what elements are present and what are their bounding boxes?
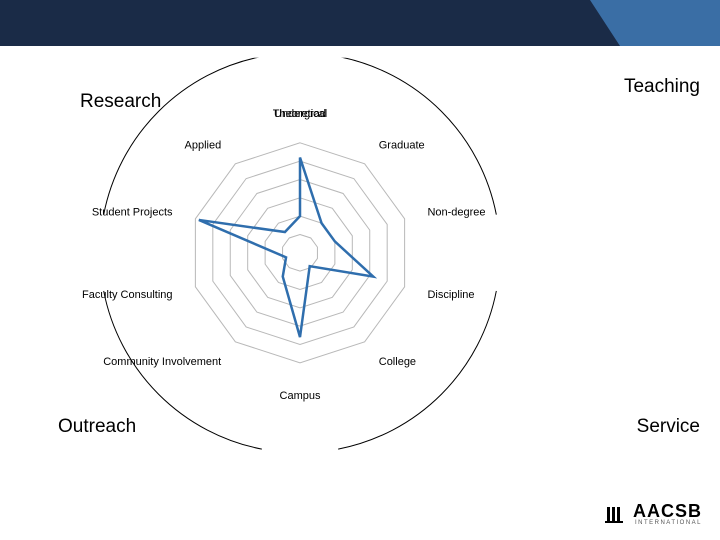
- header-bar: [0, 0, 720, 46]
- axis-label: Applied: [185, 139, 222, 151]
- header-accent: [620, 0, 720, 46]
- logo-text-block: AACSB INTERNATIONAL: [633, 501, 702, 526]
- logo-text: AACSB: [633, 501, 702, 522]
- logo-subtext: INTERNATIONAL: [633, 520, 702, 526]
- axis-label: College: [379, 356, 416, 368]
- axis-label: Campus: [280, 390, 321, 402]
- aacsb-logo: AACSB INTERNATIONAL: [605, 501, 702, 526]
- chart-stage: Research Teaching Outreach Service Under…: [0, 46, 720, 540]
- axis-label: Faculty Consulting: [82, 289, 173, 301]
- logo-icon: [605, 503, 627, 525]
- outer-arc: [104, 291, 262, 449]
- axis-label: Graduate: [379, 139, 425, 151]
- corner-label-service: Service: [637, 416, 700, 438]
- radar-chart: UndergradGraduateNon-degreeDisciplineCol…: [80, 58, 640, 478]
- outer-arc: [104, 58, 262, 215]
- outer-arc: [338, 291, 496, 449]
- outer-arc: [338, 58, 496, 215]
- header-accent-edge: [590, 0, 620, 46]
- axis-label: Non-degree: [427, 206, 485, 218]
- axis-label: Theoretical: [273, 108, 327, 120]
- axis-label: Community Involvement: [103, 356, 221, 368]
- axis-label: Discipline: [427, 289, 474, 301]
